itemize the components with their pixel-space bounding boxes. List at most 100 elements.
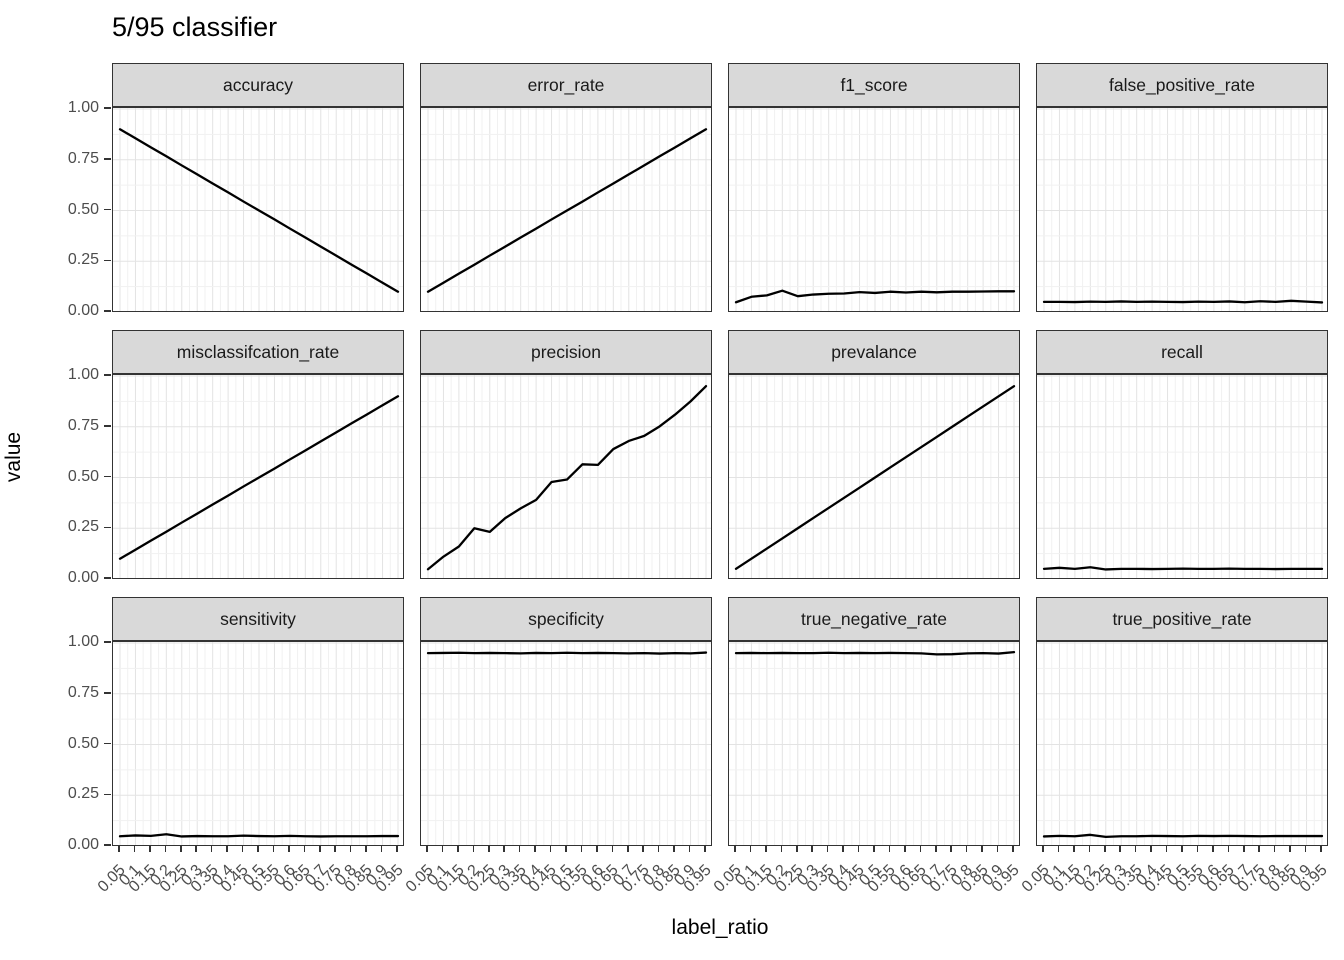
y-tick-label: 1.00 (67, 366, 99, 383)
x-tick-mark (426, 846, 428, 852)
x-tick-mark (457, 846, 459, 852)
y-tick-mark (104, 526, 111, 528)
x-tick-mark (826, 846, 829, 852)
data-line-specificity (426, 651, 708, 655)
y-tick-label: 0.00 (67, 569, 99, 586)
data-line-recall (1042, 566, 1324, 571)
facet-panel (420, 107, 712, 312)
facet-strip-label: prevalance (728, 330, 1020, 374)
x-tick-mark (396, 846, 398, 852)
x-tick-mark (888, 846, 891, 852)
facet-panel (728, 374, 1020, 579)
x-tick-mark (1012, 846, 1014, 852)
facet-panel (728, 107, 1020, 312)
y-tick-mark (104, 158, 111, 160)
y-tick-label: 0.25 (67, 785, 99, 803)
data-line-true_positive_rate (1042, 833, 1324, 839)
x-tick-mark (1150, 846, 1152, 852)
x-tick-mark (642, 846, 644, 852)
facet-panel (112, 107, 404, 312)
facet-strip-label: misclassifcation_rate (112, 330, 404, 374)
x-tick-mark (857, 846, 860, 852)
x-tick-mark (241, 846, 244, 852)
x-tick-mark (780, 846, 783, 852)
facet-panel (420, 374, 712, 579)
x-tick-mark (488, 846, 490, 852)
x-tick-mark (503, 846, 505, 852)
facet-panel (728, 641, 1020, 846)
x-tick-mark (133, 846, 136, 852)
x-tick-mark (210, 846, 213, 852)
x-tick-mark (704, 846, 706, 852)
x-tick-mark (1042, 846, 1044, 852)
x-tick-mark (534, 846, 536, 852)
x-tick-mark (1165, 846, 1168, 852)
x-tick-mark (734, 846, 736, 852)
panel-grid (729, 108, 1019, 311)
facet-strip-label: sensitivity (112, 597, 404, 641)
x-tick-mark (673, 846, 675, 852)
plot-title: 5/95 classifier (112, 12, 278, 42)
x-tick-mark (164, 846, 167, 852)
x-tick-mark (380, 846, 383, 852)
facet-strip-label: specificity (420, 597, 712, 641)
y-tick-mark (104, 425, 111, 427)
x-tick-mark (1073, 846, 1075, 852)
facet-strip-label: recall (1036, 330, 1328, 374)
x-tick-mark (796, 846, 798, 852)
y-tick-label: 0.50 (67, 200, 99, 218)
y-tick-label: 0.75 (67, 416, 99, 434)
x-tick-mark (303, 846, 306, 852)
x-tick-mark (257, 846, 259, 852)
y-tick-label: 1.00 (67, 99, 99, 116)
y-tick-mark (104, 641, 111, 643)
y-tick-mark (104, 374, 111, 376)
data-line-false_positive_rate (1042, 299, 1324, 304)
x-tick-mark (996, 846, 999, 852)
facet-panel (112, 641, 404, 846)
y-tick-label: 0.00 (67, 836, 99, 853)
panel-grid (113, 642, 403, 845)
x-tick-mark (1227, 846, 1230, 852)
x-tick-mark (195, 846, 197, 852)
x-tick-mark (1119, 846, 1121, 852)
panel-grid (1037, 642, 1327, 845)
y-tick-mark (104, 208, 111, 211)
y-tick-mark (104, 577, 111, 579)
y-tick-label: 0.75 (67, 149, 99, 167)
data-line-error_rate (426, 128, 708, 293)
y-tick-label: 1.00 (67, 633, 99, 650)
x-tick-mark (657, 846, 660, 852)
x-tick-mark (981, 846, 983, 852)
x-tick-mark (518, 846, 521, 852)
x-tick-mark (272, 846, 275, 852)
x-tick-mark (1196, 846, 1199, 852)
panel-grid (729, 375, 1019, 578)
x-tick-mark (873, 846, 875, 852)
facet-strip-label: error_rate (420, 63, 712, 107)
y-axis-title: value (2, 431, 25, 483)
facet-panel (1036, 374, 1328, 579)
facet-strip-label: true_negative_rate (728, 597, 1020, 641)
x-tick-mark (1057, 846, 1060, 852)
y-tick-mark (104, 310, 111, 312)
x-tick-mark (565, 846, 567, 852)
facet-panel (112, 374, 404, 579)
facet-panel (420, 641, 712, 846)
y-tick-mark (104, 475, 111, 478)
x-axis-title: label_ratio (671, 916, 769, 939)
x-tick-mark (149, 846, 151, 852)
x-tick-mark (749, 846, 752, 852)
facet-strip-label: true_positive_rate (1036, 597, 1328, 641)
y-tick-label: 0.25 (67, 251, 99, 269)
panel-grid (729, 642, 1019, 845)
y-tick-mark (104, 844, 111, 846)
y-tick-mark (104, 692, 111, 694)
facet-panel (1036, 641, 1328, 846)
x-tick-mark (365, 846, 367, 852)
panel-grid (421, 108, 711, 311)
x-tick-mark (1258, 846, 1260, 852)
x-tick-mark (118, 846, 120, 852)
x-tick-mark (950, 846, 952, 852)
